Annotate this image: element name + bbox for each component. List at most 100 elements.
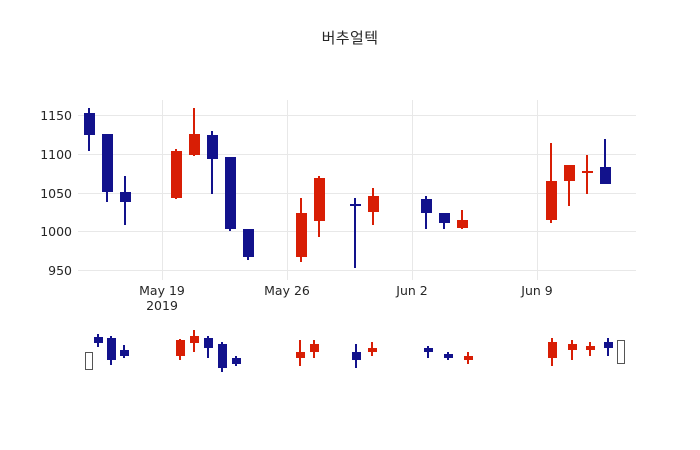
candles-layer [78,100,636,280]
candle-body [188,133,200,155]
candlestick [78,100,636,280]
candle-wick [586,154,588,194]
xtick-jun9: Jun 9 [487,283,587,298]
candle-body [420,199,432,214]
candle-body [206,135,218,159]
overview-candlestick [60,325,640,381]
overview-candle-body [463,356,473,360]
xtick-jun9-label: Jun 9 [521,283,553,298]
candlestick [78,100,636,280]
mini-candles-layer [60,325,640,381]
candle-wick [354,197,356,269]
candle-wick [568,164,570,206]
overview-candlestick [60,325,640,381]
candle-wick [604,139,606,184]
overview-candle-wick [571,340,573,360]
gridline-jun2 [412,100,413,280]
candlestick [78,100,636,280]
overview-candle-wick [427,346,429,358]
candle-body [119,191,131,202]
candlestick [78,100,636,280]
overview-candle-body [106,338,116,360]
overview-candle-body [603,342,613,348]
overview-candle-body [423,348,433,352]
overview-candle-body [351,352,361,360]
candlestick [78,100,636,280]
gridline-950 [78,270,636,271]
xtick-may26: May 26 [237,283,337,298]
candle-body [599,166,611,184]
overview-edge-handle[interactable] [617,340,625,364]
gridline-may26 [287,100,288,280]
candle-wick [193,107,195,157]
xtick-may19: May 19 2019 [112,283,212,313]
gridline-jun9 [537,100,538,280]
candlestick [78,100,636,280]
page-title: 버추얼텍 [321,29,379,47]
candlestick [78,100,636,280]
candle-body [224,157,236,230]
overview-edge-handle[interactable] [85,352,93,370]
ytick-1100: 1100 [40,146,72,162]
overview-candle-body [231,358,241,364]
overview-candle-body [217,344,227,368]
candle-body [456,219,468,228]
overview-candlestick [60,325,640,381]
gridline-1150 [78,115,636,116]
ytick-950: 950 [48,263,72,278]
overview-candlestick [60,325,640,381]
overview-candle-body [203,338,213,348]
xtick-jun2: Jun 2 [362,283,462,298]
candlestick [78,100,636,280]
candlestick [78,100,636,280]
candle-body [581,171,593,173]
overview-candle-body [175,340,185,356]
overview-candlestick [60,325,640,381]
gridline-may19 [162,100,163,280]
overview-candlestick [60,325,640,381]
overview-candlestick [60,325,640,381]
overview-candlestick [60,325,640,381]
candlestick [78,100,636,280]
candlestick [78,100,636,280]
candle-body [563,164,575,181]
overview-candle-body [367,348,377,352]
candle-wick [211,131,213,194]
overview-candlestick [60,325,640,381]
xtick-may19-year: 2019 [146,298,178,313]
main-price-plot [78,100,636,280]
candlestick [78,100,636,280]
candlestick [78,100,636,280]
candlestick [78,100,636,280]
candlestick [78,100,636,280]
candlestick [78,100,636,280]
overview-candle-body [119,350,129,356]
overview-range-selector[interactable] [60,325,640,381]
candlestick [78,100,636,280]
candle-body [438,213,450,223]
candle-wick [461,209,463,230]
overview-candlestick [60,325,640,381]
overview-candlestick [60,325,640,381]
candle-body [367,196,379,212]
candle-body [295,213,307,257]
candle-body [545,180,557,220]
overview-candlestick [60,325,640,381]
candle-body [349,204,361,206]
overview-candle-body [93,337,103,343]
ytick-1050: 1050 [40,185,72,201]
ytick-1150: 1150 [40,108,72,123]
overview-candle-body [295,352,305,358]
overview-candle-body [443,354,453,358]
overview-candle-body [547,342,557,358]
candle-body [101,133,113,192]
overview-candlestick [60,325,640,381]
xtick-may26-label: May 26 [264,283,310,298]
candle-body [170,150,182,198]
gridline-1100 [78,153,636,155]
gridline-1000 [78,231,636,233]
xtick-may19-label: May 19 [139,283,185,298]
candle-body [313,178,325,222]
overview-candlestick [60,325,640,381]
